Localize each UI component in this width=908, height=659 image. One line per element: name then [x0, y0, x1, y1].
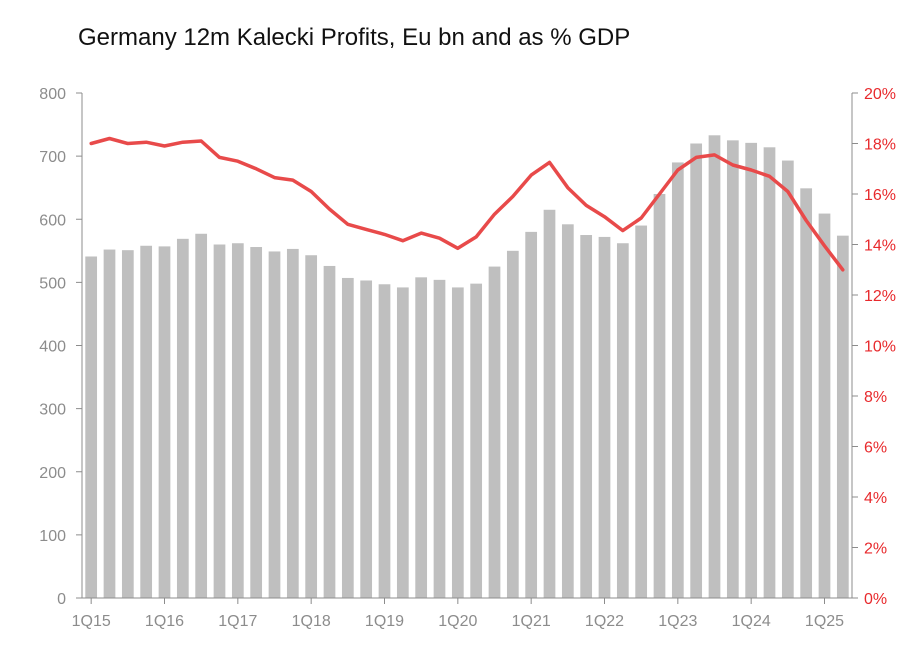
bar: [653, 194, 666, 598]
bar: [195, 233, 208, 599]
y-tick-label: 100: [39, 528, 66, 545]
y2-tick-label: 6%: [864, 440, 887, 457]
bar: [433, 279, 446, 598]
bar: [708, 135, 721, 598]
x-tick-label: 1Q19: [365, 613, 404, 630]
axes: 0 100 200 300 400 500 600 700 800 0% 2% 4% 6% 8% 10% 12…: [39, 86, 896, 630]
bar: [415, 277, 428, 598]
bar: [213, 244, 226, 598]
x-tick-label: 1Q24: [732, 613, 771, 630]
bar: [671, 162, 684, 598]
bar: [726, 140, 739, 598]
y2-tick-label: 12%: [864, 288, 896, 305]
bar: [140, 245, 153, 598]
profit-share-line: [89, 136, 845, 272]
x-tick-label: 1Q20: [438, 613, 477, 630]
y2-tick-label: 10%: [864, 339, 896, 356]
bar: [635, 225, 648, 598]
bar: [580, 235, 593, 598]
x-tick-label: 1Q21: [512, 613, 551, 630]
bar: [176, 238, 189, 598]
y-tick-label: 200: [39, 465, 66, 482]
y2-tick-label: 20%: [864, 86, 896, 103]
x-tick-label: 1Q25: [805, 613, 844, 630]
bar-series: [85, 135, 849, 599]
bar: [158, 246, 171, 599]
bar: [250, 247, 263, 598]
x-tick-label: 1Q18: [292, 613, 331, 630]
bar: [268, 251, 281, 598]
bar: [470, 283, 483, 598]
bar: [231, 243, 244, 599]
bar: [305, 255, 318, 598]
y-tick-label: 300: [39, 402, 66, 419]
bar: [745, 142, 758, 598]
bar: [121, 250, 134, 598]
bar: [341, 277, 354, 598]
bar: [543, 209, 556, 598]
chart-title: Germany 12m Kalecki Profits, Eu bn and a…: [78, 24, 631, 51]
bar: [506, 250, 519, 598]
x-tick-label: 1Q15: [72, 613, 111, 630]
y2-tick-label: 8%: [864, 389, 887, 406]
bar: [763, 147, 776, 598]
bar: [818, 213, 831, 598]
bar: [781, 160, 794, 598]
x-tick-label: 1Q17: [218, 613, 257, 630]
x-tick-label: 1Q22: [585, 613, 624, 630]
y-tick-label: 500: [39, 275, 66, 292]
x-tick-label: 1Q16: [145, 613, 184, 630]
bar: [598, 236, 611, 599]
y2-tick-label: 0%: [864, 591, 887, 608]
bar: [800, 188, 813, 598]
bar: [488, 266, 501, 598]
y2-tick-label: 16%: [864, 187, 896, 204]
bar: [286, 248, 299, 598]
y2-tick-label: 18%: [864, 137, 896, 154]
bar: [525, 231, 538, 598]
bar: [616, 243, 629, 599]
line-series: [89, 136, 845, 272]
y-tick-label: 800: [39, 86, 66, 103]
y-tick-label: 400: [39, 339, 66, 356]
bar: [360, 280, 373, 598]
bar: [451, 287, 464, 598]
bar: [561, 224, 574, 599]
bar: [396, 287, 409, 598]
y-tick-label: 700: [39, 149, 66, 166]
bar: [690, 143, 703, 598]
bar: [836, 235, 849, 598]
y2-tick-label: 4%: [864, 490, 887, 507]
y-tick-label: 0: [57, 591, 66, 608]
x-tick-label: 1Q23: [658, 613, 697, 630]
bar: [85, 256, 98, 598]
y2-tick-label: 14%: [864, 238, 896, 255]
bar: [378, 284, 391, 598]
bar: [103, 249, 116, 599]
y2-tick-label: 2%: [864, 541, 887, 558]
y-tick-label: 600: [39, 212, 66, 229]
bar: [323, 265, 336, 598]
